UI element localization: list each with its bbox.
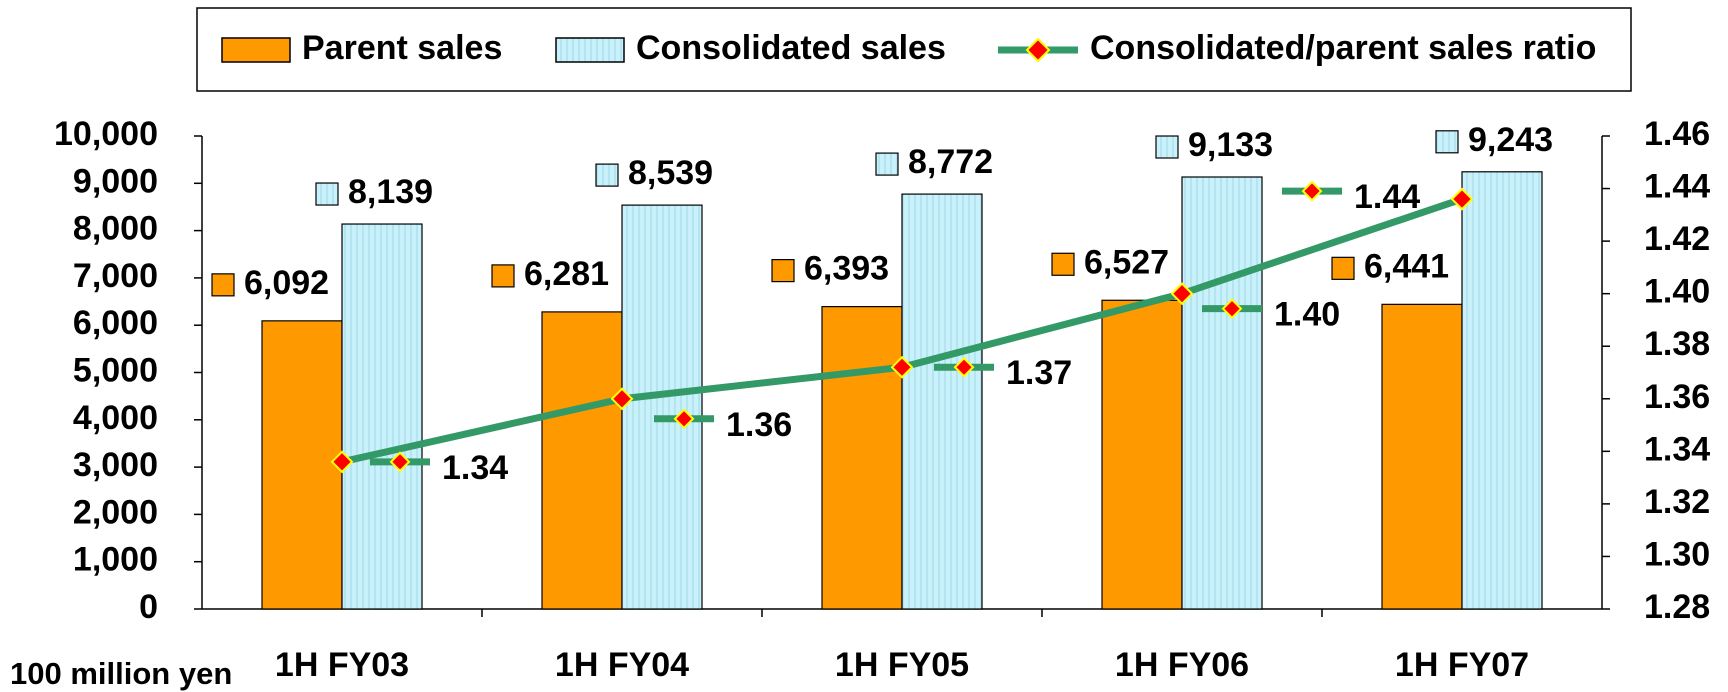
value-label: 1.34 bbox=[442, 449, 508, 487]
value-label: 1.40 bbox=[1274, 296, 1340, 334]
x-tick-label: 1H FY07 bbox=[1395, 646, 1529, 684]
value-label: 1.37 bbox=[1006, 354, 1072, 392]
legend-swatch bbox=[221, 37, 291, 63]
bar bbox=[1101, 299, 1183, 610]
value-label: 8,539 bbox=[628, 154, 713, 192]
x-tick-label: 1H FY06 bbox=[1115, 646, 1249, 684]
bar bbox=[1461, 171, 1543, 610]
legend-label: Parent sales bbox=[302, 29, 502, 67]
y2-tick-label: 1.34 bbox=[1644, 430, 1710, 468]
value-label-icon-marker bbox=[673, 408, 695, 430]
x-tick-label: 1H FY03 bbox=[275, 646, 409, 684]
value-label: 6,092 bbox=[244, 264, 329, 302]
y-tick-label: 7,000 bbox=[73, 257, 158, 295]
value-label-icon bbox=[1435, 130, 1459, 154]
bar bbox=[541, 311, 623, 610]
y-tick-label: 1,000 bbox=[73, 541, 158, 579]
value-label-icon bbox=[771, 259, 795, 283]
value-label: 9,243 bbox=[1468, 121, 1553, 159]
line-marker bbox=[1450, 187, 1474, 211]
y-tick-label: 2,000 bbox=[73, 493, 158, 531]
bar bbox=[821, 306, 903, 610]
y2-tick-label: 1.42 bbox=[1644, 220, 1710, 258]
value-label-icon bbox=[491, 264, 515, 288]
y2-tick-label: 1.30 bbox=[1644, 535, 1710, 573]
y-tick-label: 10,000 bbox=[54, 115, 158, 153]
value-label: 8,139 bbox=[348, 173, 433, 211]
value-label: 8,772 bbox=[908, 143, 993, 181]
value-label-icon bbox=[875, 152, 899, 176]
legend-marker bbox=[1025, 37, 1051, 63]
bar bbox=[621, 204, 703, 610]
value-label: 6,441 bbox=[1364, 247, 1449, 285]
line-marker bbox=[1170, 282, 1194, 306]
value-label-icon bbox=[1051, 252, 1075, 276]
line-marker bbox=[890, 355, 914, 379]
bar bbox=[1181, 176, 1263, 610]
bar bbox=[1381, 303, 1463, 610]
y-tick-label: 3,000 bbox=[73, 446, 158, 484]
bar bbox=[261, 320, 343, 610]
x-tick-label: 1H FY04 bbox=[555, 646, 689, 684]
value-label: 6,393 bbox=[804, 250, 889, 288]
value-label: 1.44 bbox=[1354, 178, 1420, 216]
bar bbox=[341, 223, 423, 610]
y-tick-label: 5,000 bbox=[73, 351, 158, 389]
line-marker bbox=[330, 450, 354, 474]
y2-tick-label: 1.32 bbox=[1644, 483, 1710, 521]
y-tick-label: 9,000 bbox=[73, 162, 158, 200]
value-label: 6,527 bbox=[1084, 243, 1169, 281]
y2-tick-label: 1.46 bbox=[1644, 115, 1710, 153]
value-label-icon bbox=[211, 273, 235, 297]
bar bbox=[901, 193, 983, 610]
legend-box bbox=[196, 7, 1632, 92]
value-label-icon-marker bbox=[389, 451, 411, 473]
x-tick-label: 1H FY05 bbox=[835, 646, 969, 684]
y2-tick-label: 1.44 bbox=[1644, 168, 1710, 206]
value-label-icon bbox=[595, 163, 619, 187]
value-label-icon bbox=[1155, 135, 1179, 159]
value-label-icon-marker bbox=[953, 356, 975, 378]
y2-tick-label: 1.38 bbox=[1644, 325, 1710, 363]
y2-tick-label: 1.40 bbox=[1644, 273, 1710, 311]
y-axis-label: 100 million yen bbox=[10, 656, 232, 691]
value-label: 1.36 bbox=[726, 406, 792, 444]
value-label: 6,281 bbox=[524, 255, 609, 293]
y-tick-label: 6,000 bbox=[73, 304, 158, 342]
value-label: 9,133 bbox=[1188, 126, 1273, 164]
value-label-icon-marker bbox=[1221, 298, 1243, 320]
legend-swatch bbox=[555, 37, 625, 63]
line-marker bbox=[610, 387, 634, 411]
value-label-icon-marker bbox=[1301, 180, 1323, 202]
legend-label: Consolidated sales bbox=[636, 29, 946, 67]
y2-tick-label: 1.36 bbox=[1644, 378, 1710, 416]
y-tick-label: 0 bbox=[139, 588, 158, 626]
y2-tick-label: 1.28 bbox=[1644, 588, 1710, 626]
legend-label: Consolidated/parent sales ratio bbox=[1090, 29, 1596, 67]
y-tick-label: 8,000 bbox=[73, 210, 158, 248]
value-label-icon bbox=[315, 182, 339, 206]
value-label-icon bbox=[1331, 256, 1355, 280]
y-tick-label: 4,000 bbox=[73, 399, 158, 437]
